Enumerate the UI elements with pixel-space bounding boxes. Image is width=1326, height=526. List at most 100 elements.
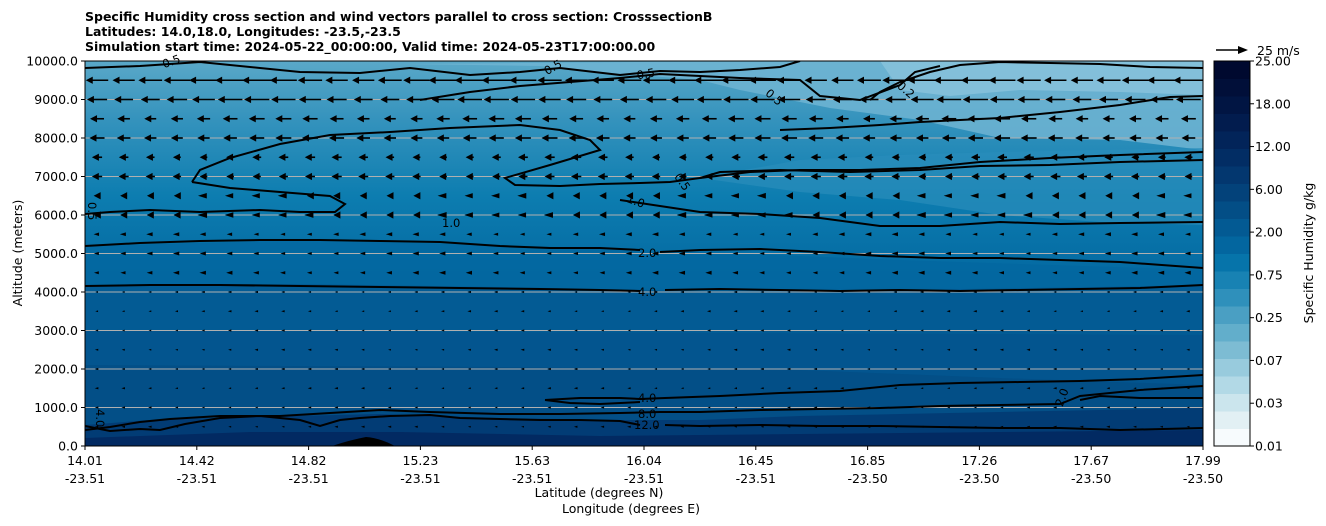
- wind-vector: [1155, 212, 1166, 218]
- wind-vector-head: [893, 387, 897, 390]
- wind-vector-head: [148, 291, 152, 293]
- x-tick-label-lat: 15.63: [514, 453, 550, 468]
- wind-vector: [492, 270, 499, 275]
- wind-vector-head: [680, 290, 684, 294]
- colorbar-segment: [1214, 96, 1250, 114]
- wind-vector-head: [1045, 95, 1053, 104]
- wind-vector: [970, 212, 979, 218]
- wind-vector: [936, 95, 962, 104]
- wind-vector-head: [494, 406, 498, 409]
- wind-vector-head: [1186, 406, 1190, 409]
- wind-vector-head: [599, 211, 607, 219]
- wind-vector-head: [787, 291, 791, 293]
- wind-vector: [1051, 192, 1059, 200]
- wind-vector: [784, 172, 795, 181]
- wind-vector: [199, 232, 206, 237]
- wind-vector-head: [813, 367, 818, 371]
- wind-vector-head: [864, 172, 872, 181]
- contour-8-0: [85, 385, 1203, 431]
- wind-vector: [441, 425, 445, 428]
- wind-vector: [971, 172, 980, 181]
- wind-vector-head: [414, 368, 418, 370]
- wind-vector-head: [1080, 329, 1083, 332]
- wind-vector: [1105, 211, 1113, 219]
- wind-vector: [999, 310, 1004, 313]
- wind-vector-head: [385, 153, 393, 161]
- wind-vector: [172, 251, 180, 256]
- wind-vector: [944, 172, 953, 181]
- wind-vector: [893, 290, 897, 294]
- wind-vector: [201, 406, 205, 409]
- wind-vector: [544, 172, 555, 181]
- wind-vector: [623, 134, 636, 142]
- wind-vector-head: [733, 348, 738, 351]
- wind-vector-head: [410, 115, 418, 123]
- wind-vector: [1072, 95, 1092, 104]
- wind-vector: [189, 76, 218, 84]
- wind-vector: [760, 329, 764, 332]
- wind-vector: [596, 115, 610, 123]
- wind-vector: [199, 153, 208, 161]
- wind-vector-head: [723, 95, 731, 104]
- wind-vector-head: [601, 310, 604, 313]
- wind-vector: [517, 153, 528, 161]
- wind-vector-head: [517, 192, 527, 199]
- wind-vector: [306, 232, 312, 236]
- wind-vector: [145, 153, 155, 161]
- wind-vector: [414, 425, 418, 428]
- wind-vector: [918, 232, 925, 237]
- wind-vector-head: [783, 153, 791, 161]
- wind-vector: [893, 387, 897, 390]
- wind-vector: [116, 134, 131, 142]
- wind-vector-head: [1102, 134, 1110, 142]
- wind-vector-head: [721, 76, 729, 84]
- wind-vector: [1159, 329, 1163, 332]
- wind-vector-head: [1155, 134, 1163, 142]
- wind-vector-head: [703, 212, 713, 218]
- wind-vector: [1131, 251, 1138, 256]
- wind-vector-head: [467, 406, 471, 409]
- wind-vector-head: [1106, 291, 1110, 293]
- wind-vector: [1156, 193, 1166, 199]
- wind-vector-head: [1025, 271, 1031, 275]
- wind-vector: [572, 211, 580, 219]
- wind-vector: [361, 310, 365, 313]
- wind-vector: [228, 348, 232, 351]
- wind-vector: [891, 251, 898, 256]
- wind-vector: [199, 270, 206, 275]
- wind-vector-head: [760, 329, 764, 332]
- wind-vector-head: [650, 134, 658, 142]
- wind-vector: [625, 211, 633, 219]
- wind-vector-head: [244, 95, 252, 104]
- wind-vector-head: [973, 348, 977, 351]
- wind-vector: [249, 134, 265, 142]
- wind-vector: [520, 310, 525, 313]
- wind-vector-head: [705, 153, 713, 161]
- wind-vector: [1079, 406, 1084, 409]
- wind-vector-head: [920, 348, 924, 351]
- y-axis-label: Altitude (meters): [10, 200, 25, 307]
- wind-vector: [329, 134, 345, 142]
- wind-vector-head: [406, 95, 414, 104]
- wind-vector-head: [597, 172, 605, 181]
- wind-vector-head: [361, 291, 365, 293]
- wind-vector: [651, 172, 661, 181]
- wind-vector: [439, 251, 446, 256]
- wind-vector-head: [360, 387, 365, 390]
- wind-vector-head: [1020, 134, 1028, 142]
- wind-vector-head: [677, 193, 686, 199]
- wind-vector-head: [919, 290, 924, 294]
- wind-vector: [680, 387, 684, 390]
- wind-vector-head: [680, 348, 684, 351]
- wind-vector: [254, 348, 259, 351]
- wind-vector: [1079, 425, 1084, 428]
- wind-vector: [386, 270, 392, 275]
- wind-vector: [387, 368, 391, 370]
- wind-vector: [518, 172, 528, 181]
- wind-vector: [572, 192, 580, 200]
- wind-vector: [988, 76, 1016, 84]
- wind-vector: [307, 406, 312, 409]
- wind-vector: [1132, 192, 1140, 200]
- wind-vector-head: [360, 406, 365, 409]
- wind-vector: [676, 134, 689, 142]
